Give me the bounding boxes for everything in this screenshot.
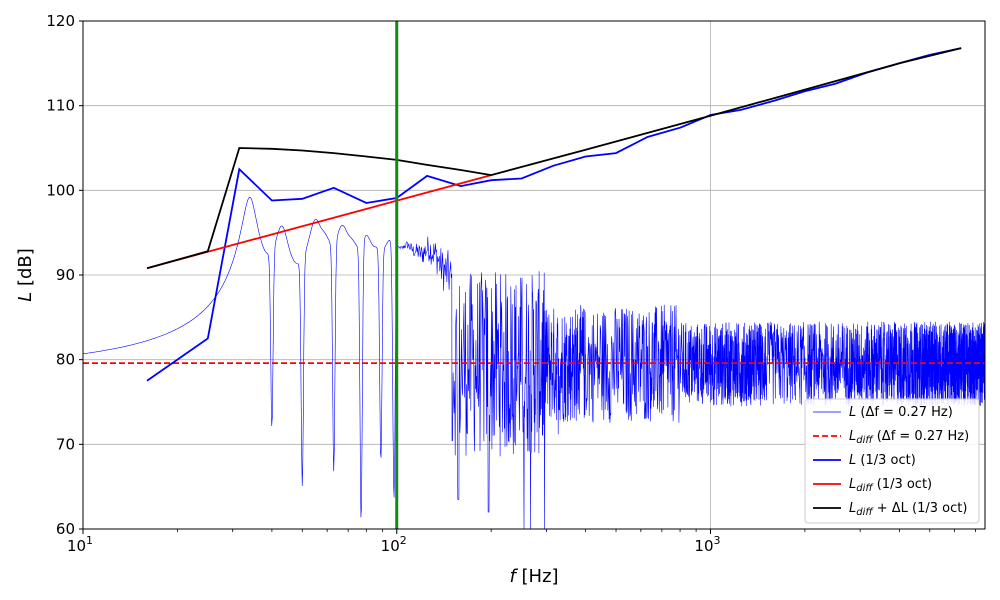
x-tick-label: 102 [381, 534, 407, 555]
legend-label: L (1/3 oct) [849, 453, 916, 468]
legend: L (Δf = 0.27 Hz) Ldiff (Δf = 0.27 Hz) L (1… [804, 398, 980, 524]
x-tick-label: 103 [694, 534, 720, 555]
y-tick-label: 60 [56, 520, 75, 538]
legend-label: L (Δf = 0.27 Hz) [849, 405, 953, 420]
series-narrowband-L [83, 197, 985, 529]
legend-label: Ldiff + ΔL (1/3 oct) [849, 501, 967, 518]
y-tick-label: 110 [46, 97, 75, 115]
y-axis-label: L [dB] [15, 248, 36, 302]
legend-label: Ldiff (1/3 oct) [849, 477, 932, 494]
plot-area [83, 21, 985, 529]
x-axis-label: f [Hz] [509, 566, 558, 587]
x-tick-label: 101 [67, 534, 93, 555]
legend-box [804, 398, 980, 524]
y-tick-label: 120 [46, 12, 75, 30]
axis-ticks: 60 70 80 90 100 110 120 101 102 103 [46, 12, 976, 555]
legend-label: Ldiff (Δf = 0.27 Hz) [849, 429, 969, 446]
y-tick-label: 70 [56, 435, 75, 453]
series-line-2 [146, 47, 962, 382]
y-tick-label: 90 [56, 266, 75, 284]
series-line-4 [146, 47, 962, 270]
y-tick-label: 100 [46, 181, 75, 199]
y-tick-label: 80 [56, 351, 75, 369]
